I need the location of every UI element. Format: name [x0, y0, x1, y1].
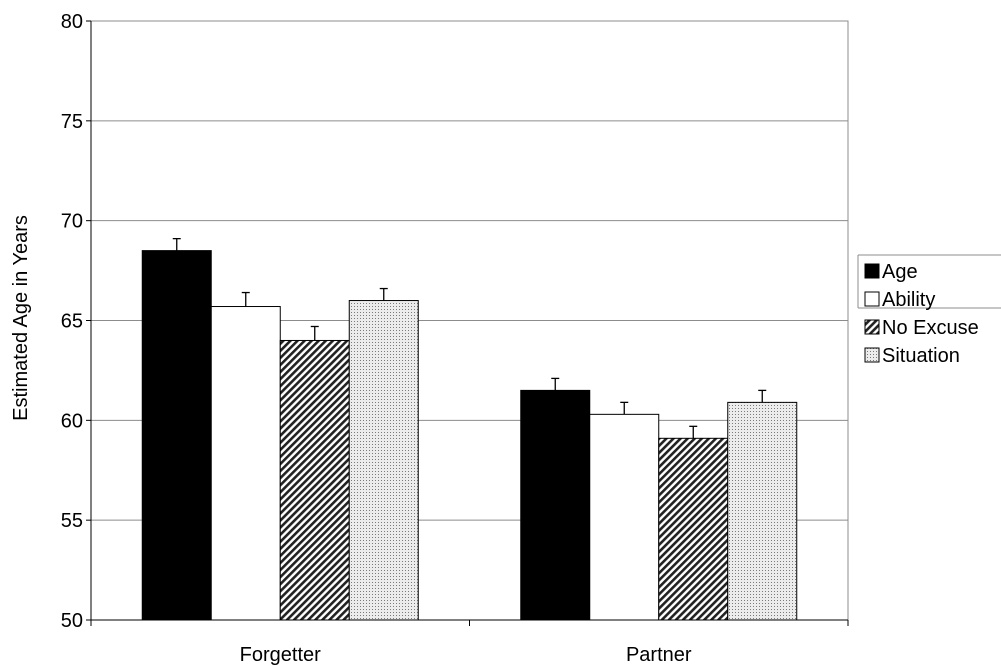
legend-label-situation: Situation — [882, 345, 960, 367]
y-tick-label: 60 — [61, 410, 83, 432]
legend-swatch-age — [864, 263, 880, 279]
y-tick-label: 80 — [61, 11, 83, 33]
bars — [141, 237, 798, 621]
legend-label-no-excuse: No Excuse — [882, 317, 979, 339]
bar-partner-ability — [589, 413, 660, 621]
legend-swatch-no-excuse — [864, 319, 880, 335]
legend-label-ability: Ability — [882, 289, 935, 311]
bar-forgetter-age — [141, 250, 212, 621]
y-tick-label: 70 — [61, 211, 83, 233]
bar-partner-age — [520, 389, 591, 621]
bar-partner-situation — [727, 401, 798, 621]
y-tick-label: 50 — [61, 610, 83, 632]
legend: Age Ability No Excuse Situation — [857, 254, 1001, 367]
y-tick-label: 65 — [61, 311, 83, 333]
legend-label-age: Age — [882, 261, 918, 283]
y-tick-label: 55 — [61, 510, 83, 532]
bar-partner-no-excuse — [658, 437, 729, 621]
x-tick-label-partner: Partner — [626, 644, 692, 666]
y-axis-label: Estimated Age in Years — [10, 215, 32, 421]
bar-forgetter-situation — [348, 300, 419, 621]
bar-forgetter-no-excuse — [279, 339, 350, 621]
legend-swatch-ability — [864, 291, 880, 307]
axes: 50 55 60 65 70 75 80 Forgetter Partner — [61, 11, 849, 666]
y-tick-label: 75 — [61, 111, 83, 133]
bar-forgetter-ability — [210, 306, 281, 621]
x-tick-label-forgetter: Forgetter — [240, 644, 321, 666]
legend-swatch-situation — [864, 347, 880, 363]
